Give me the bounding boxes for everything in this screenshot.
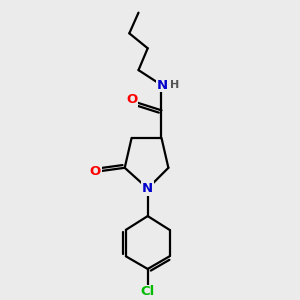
Text: Cl: Cl — [141, 285, 155, 298]
Text: N: N — [142, 182, 153, 195]
Text: H: H — [169, 80, 179, 90]
Text: N: N — [157, 79, 168, 92]
Text: O: O — [90, 165, 101, 178]
Text: O: O — [126, 94, 138, 106]
